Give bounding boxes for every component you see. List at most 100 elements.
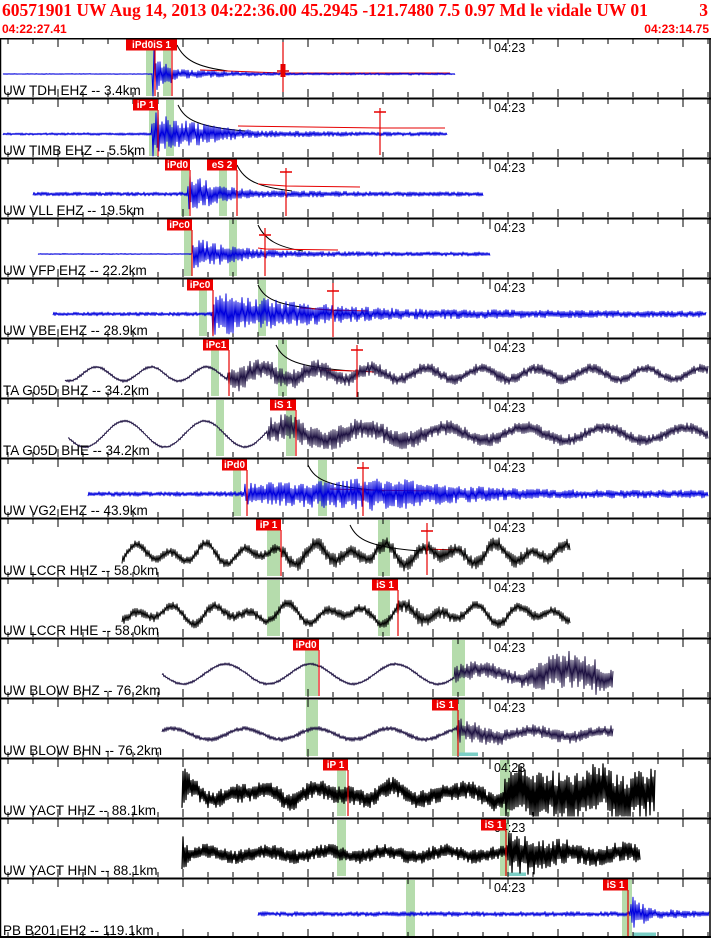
trace-row-uw-blow[interactable]: 04:23 iS 1 UW BLOW BHN -- 76.2km bbox=[0, 697, 711, 759]
trace-row-ta-g05d[interactable]: 04:23 iPc1 TA G05D BHZ -- 34.2km bbox=[0, 337, 711, 399]
pick-window bbox=[337, 760, 346, 816]
trace-row-uw-vbe[interactable]: 04:23 iPc0 UW VBE EHZ -- 28.9km bbox=[0, 277, 711, 339]
pick-flag-label: iPc0 bbox=[169, 220, 190, 231]
time-ticks bbox=[7, 519, 709, 577]
time-ticks bbox=[7, 99, 709, 157]
trace-row-uw-yact[interactable]: 04:23 iP 1 UW YACT HHZ -- 88.1km bbox=[0, 757, 711, 819]
pick-flag[interactable] bbox=[293, 638, 319, 651]
pick-flag[interactable] bbox=[126, 38, 177, 51]
pick-flag-label: iPc1 bbox=[206, 340, 227, 351]
pick-flag-label: iS 1 bbox=[376, 580, 394, 591]
trace-row-uw-vg2[interactable]: 04:23 iPd0 UW VG2 EHZ -- 43.9km bbox=[0, 457, 711, 519]
pick-flag[interactable] bbox=[222, 458, 247, 471]
minute-label: 04:23 bbox=[494, 401, 525, 415]
waveform bbox=[257, 896, 710, 928]
pick-flag[interactable] bbox=[270, 398, 296, 411]
coda-bar bbox=[459, 752, 478, 756]
trace-row-uw-vfp[interactable]: 04:23 iPc0 UW VFP EHZ -- 22.2km bbox=[0, 217, 711, 279]
trace-row-uw-tdh[interactable]: 04:23 iPd0iS 1 UW TDH EHZ -- 3.4km bbox=[0, 38, 711, 99]
station-label: UW VLL EHZ -- 19.5km bbox=[3, 203, 144, 218]
waveform bbox=[52, 293, 707, 337]
trace-row-uw-blow[interactable]: 04:23 iPd0 UW BLOW BHZ -- 76.2km bbox=[0, 637, 711, 699]
decay-curve bbox=[177, 104, 246, 132]
pick-window bbox=[452, 640, 465, 696]
waveform bbox=[2, 48, 456, 97]
waveform bbox=[32, 174, 484, 210]
window-end-time: 04:23:14.75 bbox=[644, 22, 709, 36]
station-label: UW BLOW BHZ -- 76.2km bbox=[3, 683, 161, 698]
waveform bbox=[161, 650, 614, 695]
pick-flag[interactable] bbox=[432, 698, 458, 711]
station-label: UW LCCR HHE -- 58.0km bbox=[3, 623, 159, 638]
pick-window bbox=[622, 880, 632, 936]
station-label: UW YACT HHZ -- 88.1km bbox=[3, 803, 156, 818]
pick-flag-label: iPd0 bbox=[224, 460, 246, 471]
pick-window bbox=[267, 580, 280, 636]
station-label: TA G05D BHZ -- 34.2km bbox=[3, 383, 149, 398]
time-ticks bbox=[7, 159, 709, 217]
minute-label: 04:23 bbox=[494, 521, 525, 535]
waveform bbox=[37, 239, 491, 269]
station-label: TA G05D BHE -- 34.2km bbox=[3, 443, 150, 458]
pick-window bbox=[184, 220, 192, 276]
pick-window bbox=[163, 40, 171, 96]
waveform bbox=[2, 110, 448, 157]
time-ticks bbox=[7, 759, 709, 817]
pick-flag[interactable] bbox=[481, 818, 506, 831]
trace-row-uw-vll[interactable]: 04:23 iPd0 eS 2 UW VLL EHZ -- 19.5km bbox=[0, 157, 711, 219]
decay-curve bbox=[349, 524, 421, 552]
pick-flag-label: iP 1 bbox=[327, 760, 345, 771]
station-label: UW BLOW BHN -- 76.2km bbox=[3, 743, 162, 758]
pick-window bbox=[199, 280, 207, 336]
minute-label: 04:23 bbox=[494, 341, 525, 355]
event-title: 60571901 UW Aug 14, 2013 04:22:36.00 45.… bbox=[2, 0, 648, 20]
pick-flag[interactable] bbox=[165, 158, 190, 171]
decay-curve bbox=[176, 44, 229, 72]
pick-flag[interactable] bbox=[187, 278, 213, 291]
station-label: UW VBE EHZ -- 28.9km bbox=[3, 323, 148, 338]
pick-flag[interactable] bbox=[203, 338, 229, 351]
minute-label: 04:23 bbox=[494, 281, 525, 295]
pick-flag[interactable] bbox=[323, 758, 348, 771]
pick-window bbox=[146, 40, 154, 96]
waveform bbox=[64, 359, 709, 392]
station-label: UW VG2 EHZ -- 43.9km bbox=[3, 503, 148, 518]
pick-flag-label: iPd0 bbox=[295, 640, 317, 651]
decay-curve bbox=[236, 164, 293, 192]
trace-row-pb-b201[interactable]: 04:23 iS 1 PB B201 EH2 -- 119.1km bbox=[0, 877, 711, 938]
minute-label: 04:23 bbox=[494, 41, 525, 55]
pick-window bbox=[278, 340, 287, 396]
waveform bbox=[161, 718, 614, 746]
pick-flag-label: eS 2 bbox=[212, 160, 233, 171]
pick-flag[interactable] bbox=[207, 158, 237, 171]
pick-window bbox=[149, 100, 157, 156]
pick-flag-label: iPd0iS 1 bbox=[132, 40, 171, 51]
pick-flag[interactable] bbox=[133, 98, 158, 111]
trace-row-uw-timb[interactable]: 04:23 iP 1 UW TIMB EHZ -- 5.5km bbox=[0, 97, 711, 159]
coda-bar bbox=[508, 872, 526, 876]
minute-label: 04:23 bbox=[494, 581, 525, 595]
pick-flag[interactable] bbox=[256, 518, 281, 531]
station-label: UW VFP EHZ -- 22.2km bbox=[3, 263, 147, 278]
pick-window bbox=[306, 700, 318, 756]
trace-row-ta-g05d[interactable]: 04:23 iS 1 TA G05D BHE -- 34.2km bbox=[0, 397, 711, 459]
pick-flag[interactable] bbox=[372, 578, 398, 591]
pick-flag-label: iS 1 bbox=[607, 880, 625, 891]
time-ticks bbox=[7, 279, 709, 337]
decay-curve bbox=[275, 344, 353, 372]
station-label: UW YACT HHN -- 88.1km bbox=[3, 863, 158, 878]
trace-row-uw-lccr[interactable]: 04:23 iP 1 UW LCCR HHZ -- 58.0km bbox=[0, 517, 711, 579]
pick-flag[interactable] bbox=[603, 878, 628, 891]
pick-flag-label: iPd0 bbox=[167, 160, 189, 171]
coda-bar bbox=[633, 932, 656, 936]
pick-flag[interactable] bbox=[167, 218, 192, 231]
pick-window bbox=[337, 820, 346, 876]
waveform bbox=[121, 599, 571, 629]
pick-flag-label: iS 1 bbox=[436, 700, 454, 711]
waveform bbox=[87, 478, 709, 511]
pick-window bbox=[181, 160, 189, 216]
trace-row-uw-lccr[interactable]: 04:23 iS 1 UW LCCR HHE -- 58.0km bbox=[0, 577, 711, 639]
pick-window bbox=[216, 400, 224, 456]
minute-label: 04:23 bbox=[494, 461, 525, 475]
